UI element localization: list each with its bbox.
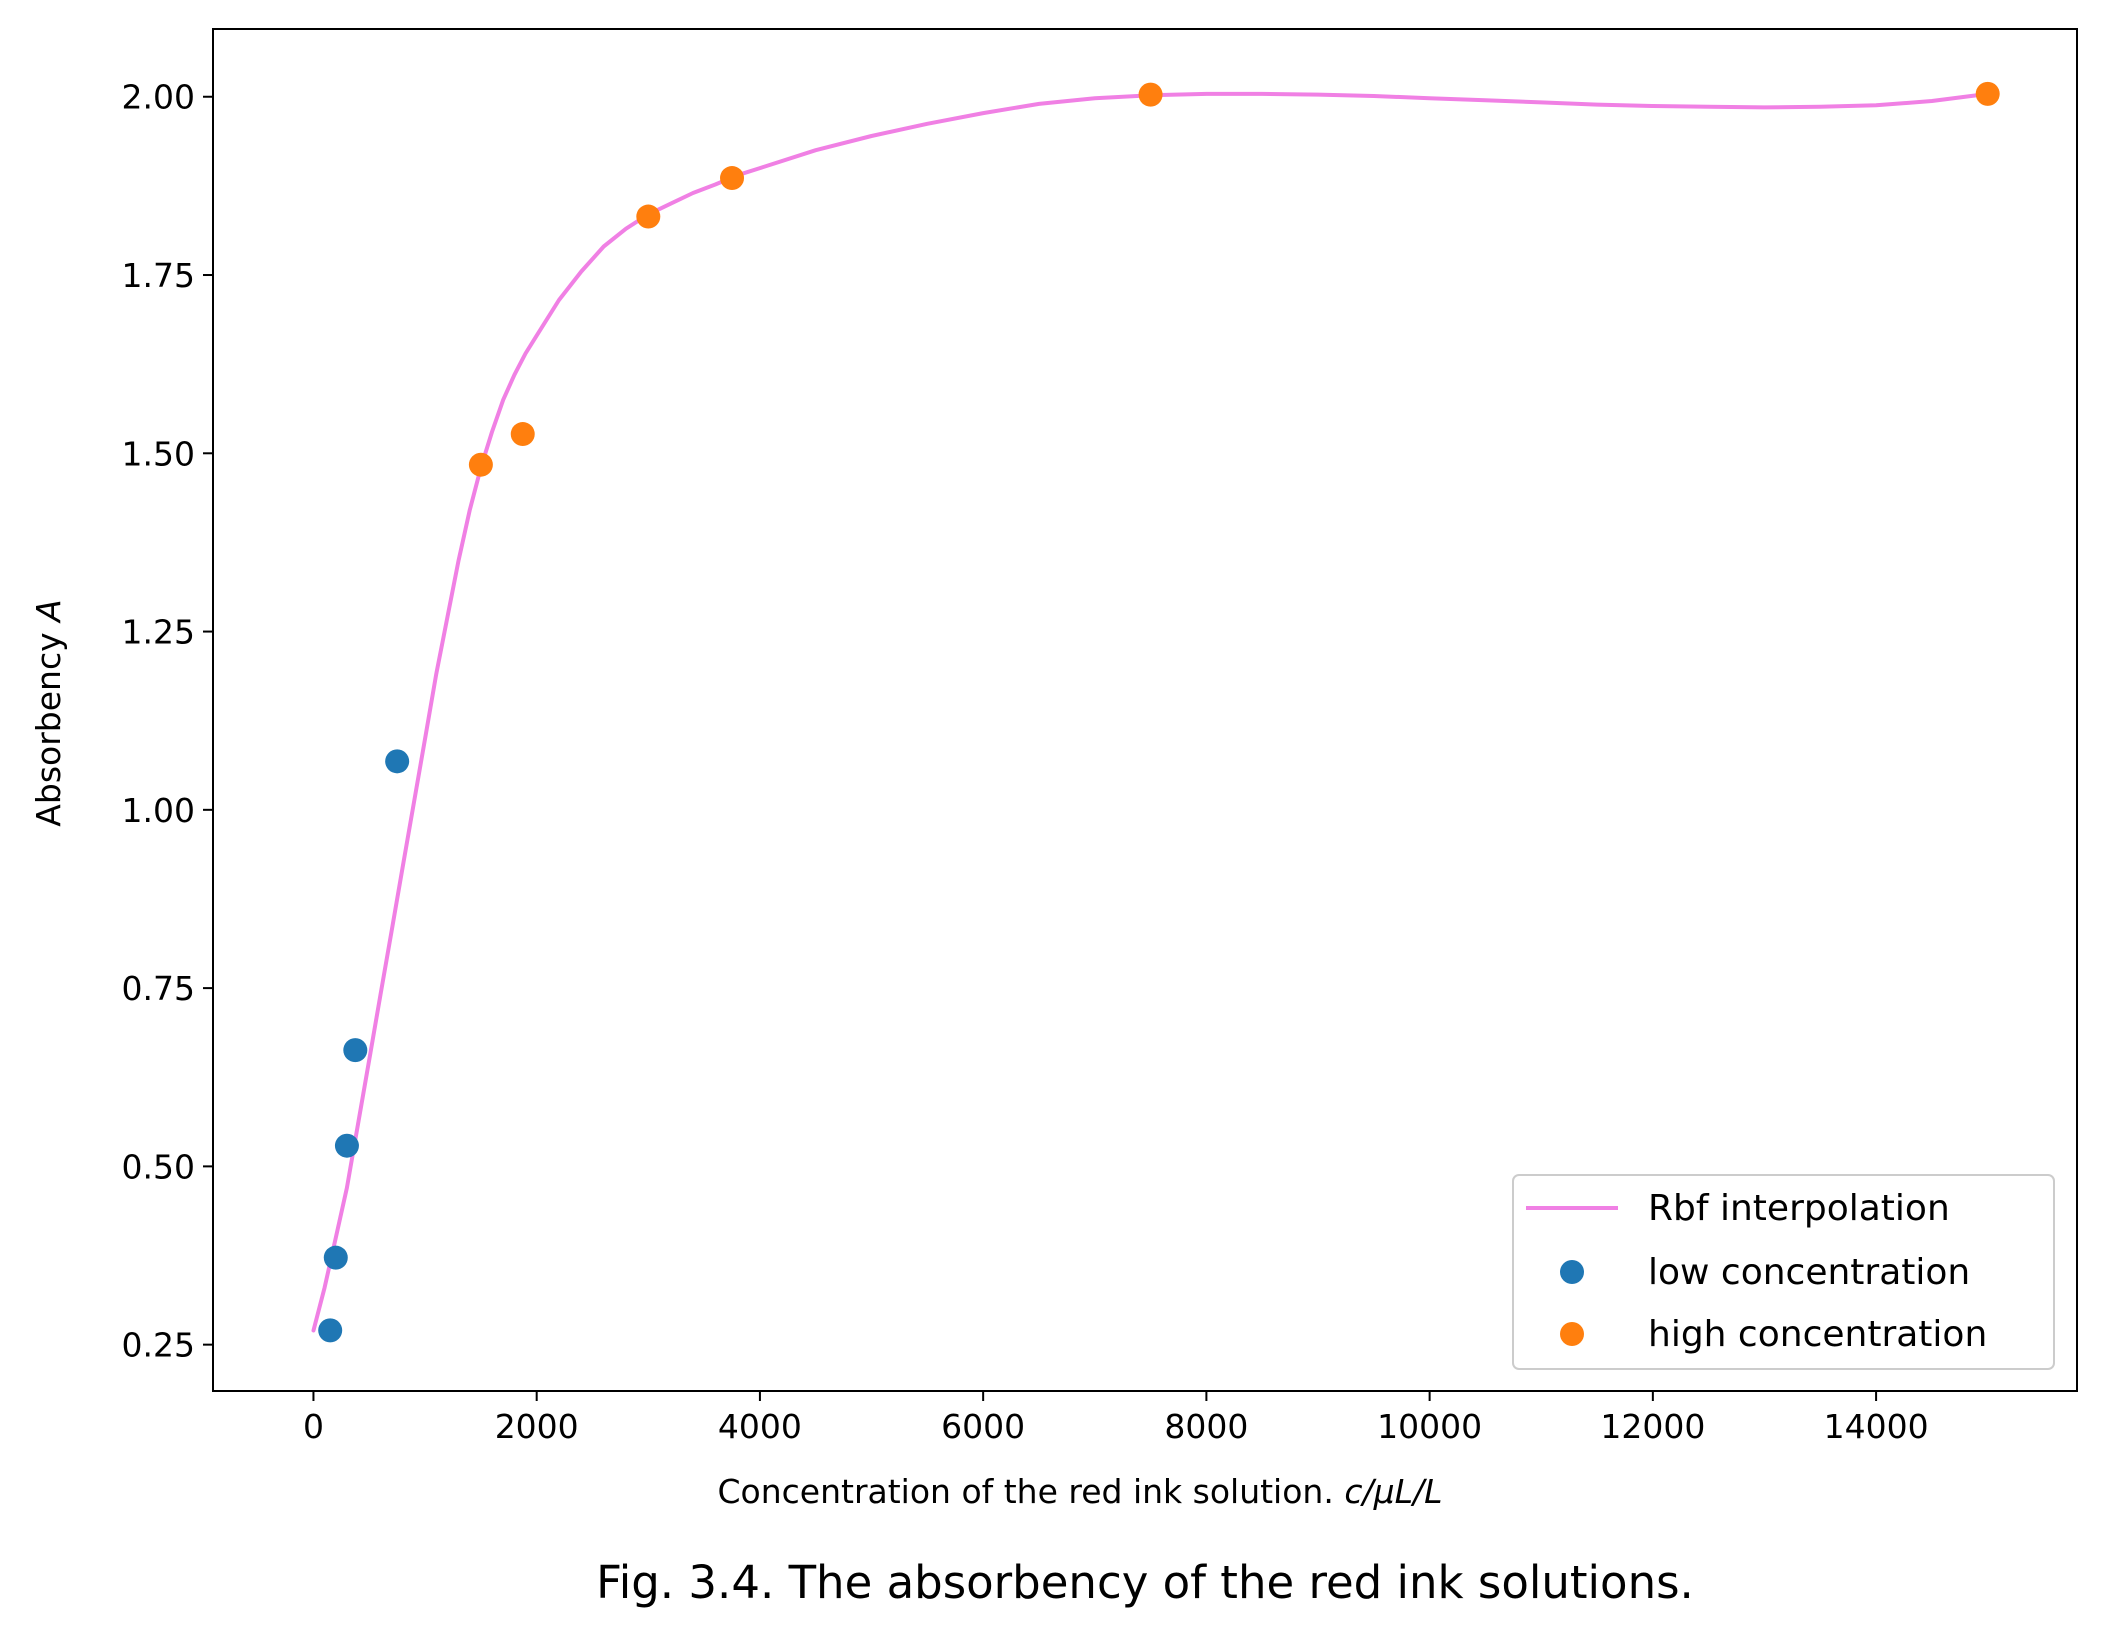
- point-low-concentration: [318, 1318, 343, 1343]
- figure-caption: Fig. 3.4. The absorbency of the red ink …: [596, 1556, 1694, 1609]
- y-tick-label: 1.25: [122, 613, 195, 652]
- legend-marker-high-concentration: [1560, 1322, 1584, 1346]
- x-tick-label: 0: [303, 1407, 324, 1446]
- x-tick-label: 10000: [1377, 1407, 1482, 1446]
- y-tick-label: 1.00: [122, 791, 195, 830]
- point-low-concentration: [334, 1133, 359, 1158]
- y-axis-label: Absorbency A: [29, 599, 68, 826]
- series-line-rbf-interpolation: [311, 91, 1990, 1333]
- legend: Rbf interpolation low concentration high…: [1512, 1174, 2055, 1370]
- point-high-concentration: [1138, 82, 1163, 107]
- legend-marker-low-concentration: [1560, 1260, 1584, 1284]
- y-axis-label-text: Absorbency: [29, 632, 68, 826]
- point-low-concentration: [323, 1245, 348, 1270]
- x-axis-ticks: 0 2000 4000 6000 8000 10000 12000 14000: [303, 1391, 1929, 1446]
- legend-label-low-concentration: low concentration: [1648, 1252, 1970, 1293]
- x-tick-label: 12000: [1600, 1407, 1705, 1446]
- axes-frame: [212, 28, 2078, 1392]
- x-tick-label: 4000: [718, 1407, 802, 1446]
- point-high-concentration: [720, 166, 745, 191]
- point-low-concentration: [343, 1038, 368, 1063]
- point-high-concentration: [636, 204, 661, 229]
- y-tick-label: 0.25: [122, 1326, 195, 1365]
- y-tick-label: 2.00: [122, 78, 195, 117]
- y-tick-label: 0.75: [122, 969, 195, 1008]
- y-axis-ticks: 0.25 0.50 0.75 1.00 1.25 1.50 1.75 2.00: [122, 78, 213, 1365]
- x-axis-label: Concentration of the red ink solution. c…: [718, 1472, 1443, 1511]
- point-high-concentration: [510, 422, 535, 447]
- legend-label-rbf-interpolation: Rbf interpolation: [1648, 1188, 1950, 1229]
- y-tick-label: 0.50: [122, 1147, 195, 1186]
- point-high-concentration: [468, 452, 493, 477]
- legend-label-high-concentration: high concentration: [1648, 1314, 1987, 1355]
- x-tick-label: 8000: [1164, 1407, 1248, 1446]
- x-tick-label: 6000: [941, 1407, 1025, 1446]
- y-tick-label: 1.75: [122, 256, 195, 295]
- x-axis-label-unit: c/μL/L: [1344, 1472, 1442, 1511]
- x-tick-label: 2000: [495, 1407, 579, 1446]
- x-axis-label-text: Concentration of the red ink solution.: [718, 1472, 1334, 1511]
- x-tick-label: 14000: [1824, 1407, 1929, 1446]
- legend-box: [1512, 1174, 2055, 1370]
- y-tick-label: 1.50: [122, 434, 195, 473]
- point-high-concentration: [1975, 81, 2000, 106]
- plot-content: [311, 81, 2000, 1343]
- point-low-concentration: [385, 749, 410, 774]
- y-axis-label-symbol: A: [29, 599, 68, 624]
